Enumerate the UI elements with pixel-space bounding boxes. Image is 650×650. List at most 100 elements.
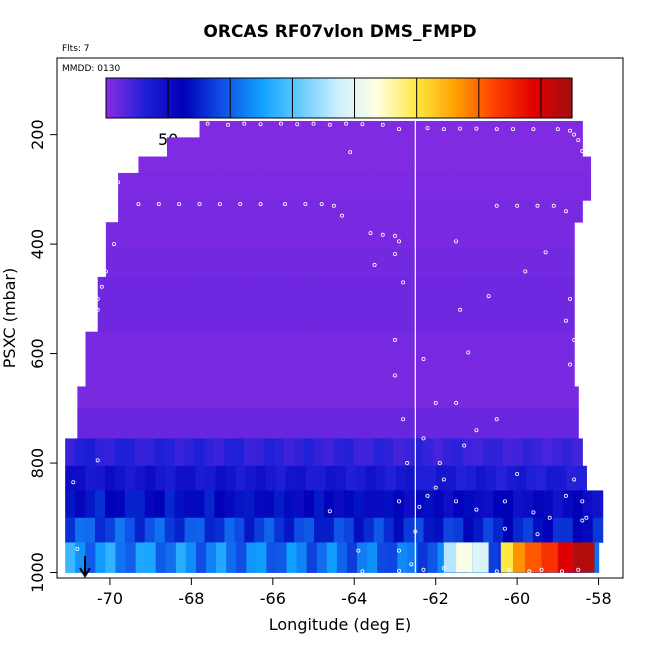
heatmap-cell [195,465,207,491]
data-point [454,400,459,405]
heatmap-cell [572,200,583,223]
heatmap-cell [404,222,416,250]
data-point [156,202,161,207]
heatmap-cell [550,156,561,174]
heatmap-cell [488,408,499,439]
heatmap-cell [363,517,375,543]
colorbar-swatch [424,78,429,118]
colorbar-swatch [319,78,325,118]
data-point [401,280,406,285]
heatmap-cell [306,298,317,333]
heatmap-cell [562,517,574,543]
heatmap-cell [246,542,257,573]
heatmap-cell [267,386,279,409]
heatmap-cell [556,465,567,491]
heatmap-cell [484,331,495,360]
heatmap-cell [568,386,579,409]
heatmap-cell [208,200,220,223]
heatmap-cell [257,408,269,439]
colorbar-swatch [300,78,305,118]
heatmap-cell [504,331,515,360]
heatmap-cell [165,331,176,360]
heatmap-cell [330,120,342,138]
heatmap-cell [445,298,456,333]
heatmap-cell [333,438,345,467]
colorbar-swatch [490,78,495,118]
data-point [535,203,540,208]
heatmap-cell [155,465,166,491]
heatmap-cell [266,542,278,573]
heatmap-cell [275,137,287,157]
heatmap-cell [205,222,217,250]
heatmap-cell [229,200,240,223]
data-point [417,504,422,509]
heatmap-cell [174,438,186,467]
heatmap-cell [85,465,96,491]
heatmap-cell [209,120,221,138]
colorbar-swatch [284,78,290,118]
data-point [392,373,397,378]
heatmap-cell [492,438,504,467]
heatmap-cell [196,298,208,333]
heatmap-cell [542,490,554,519]
heatmap-cell [317,386,329,409]
heatmap-cell [504,222,515,250]
heatmap-cell [511,200,523,223]
heatmap-cell [491,120,503,138]
heatmap-cell [554,298,565,333]
heatmap-cell [383,490,395,519]
heatmap-cell [244,490,255,519]
heatmap-cell [206,298,218,333]
heatmap-cell [503,517,514,543]
heatmap-cell [523,490,534,519]
heatmap-cell [135,465,146,491]
heatmap-cell [107,276,119,300]
heatmap-cell [208,172,220,201]
colorbar-swatch [436,78,441,118]
heatmap-cell [459,156,471,174]
data-point [71,480,76,485]
heatmap-cell [310,120,321,138]
colorbar-swatch [183,78,189,118]
heatmap-cell [265,137,277,157]
x-axis-label: Longitude (deg E) [269,615,412,634]
data-point [563,209,568,214]
heatmap-cell [95,517,106,543]
heatmap-cell [343,438,355,467]
heatmap-cell [205,331,216,360]
heatmap-cell [65,465,76,491]
x-tick-label: -58 [585,589,611,608]
colorbar-swatch [276,78,282,118]
colorbar-swatch [564,78,569,118]
heatmap-cell [344,249,356,278]
heatmap-cell [383,438,394,467]
colorbar-swatch [121,78,127,118]
heatmap-cell [560,156,571,174]
heatmap-cell [174,517,186,543]
heatmap-cell [532,137,544,157]
heatmap-cell [340,120,352,138]
heatmap-cell [542,137,554,157]
heatmap-cell [255,222,266,250]
heatmap-cell [542,517,554,543]
colorbar-swatch [168,78,173,118]
heatmap-cell [333,490,345,519]
data-point [539,567,544,572]
heatmap-cell [365,298,377,333]
heatmap-cell [234,517,245,543]
colorbar-swatch [346,78,352,118]
heatmap-cell [105,465,116,491]
heatmap-cell [385,298,397,333]
heatmap-cell [534,222,545,250]
heatmap-cell [245,359,256,387]
heatmap-cell [458,408,469,439]
colorbar-swatch [164,78,169,118]
heatmap-cell [235,249,246,278]
heatmap-cell [544,298,555,333]
heatmap-cell [300,120,311,138]
heatmap-cell [554,276,565,300]
heatmap-cell [77,386,88,409]
heatmap-cell [407,542,419,573]
data-point [486,294,491,299]
heatmap-cell [530,156,541,174]
